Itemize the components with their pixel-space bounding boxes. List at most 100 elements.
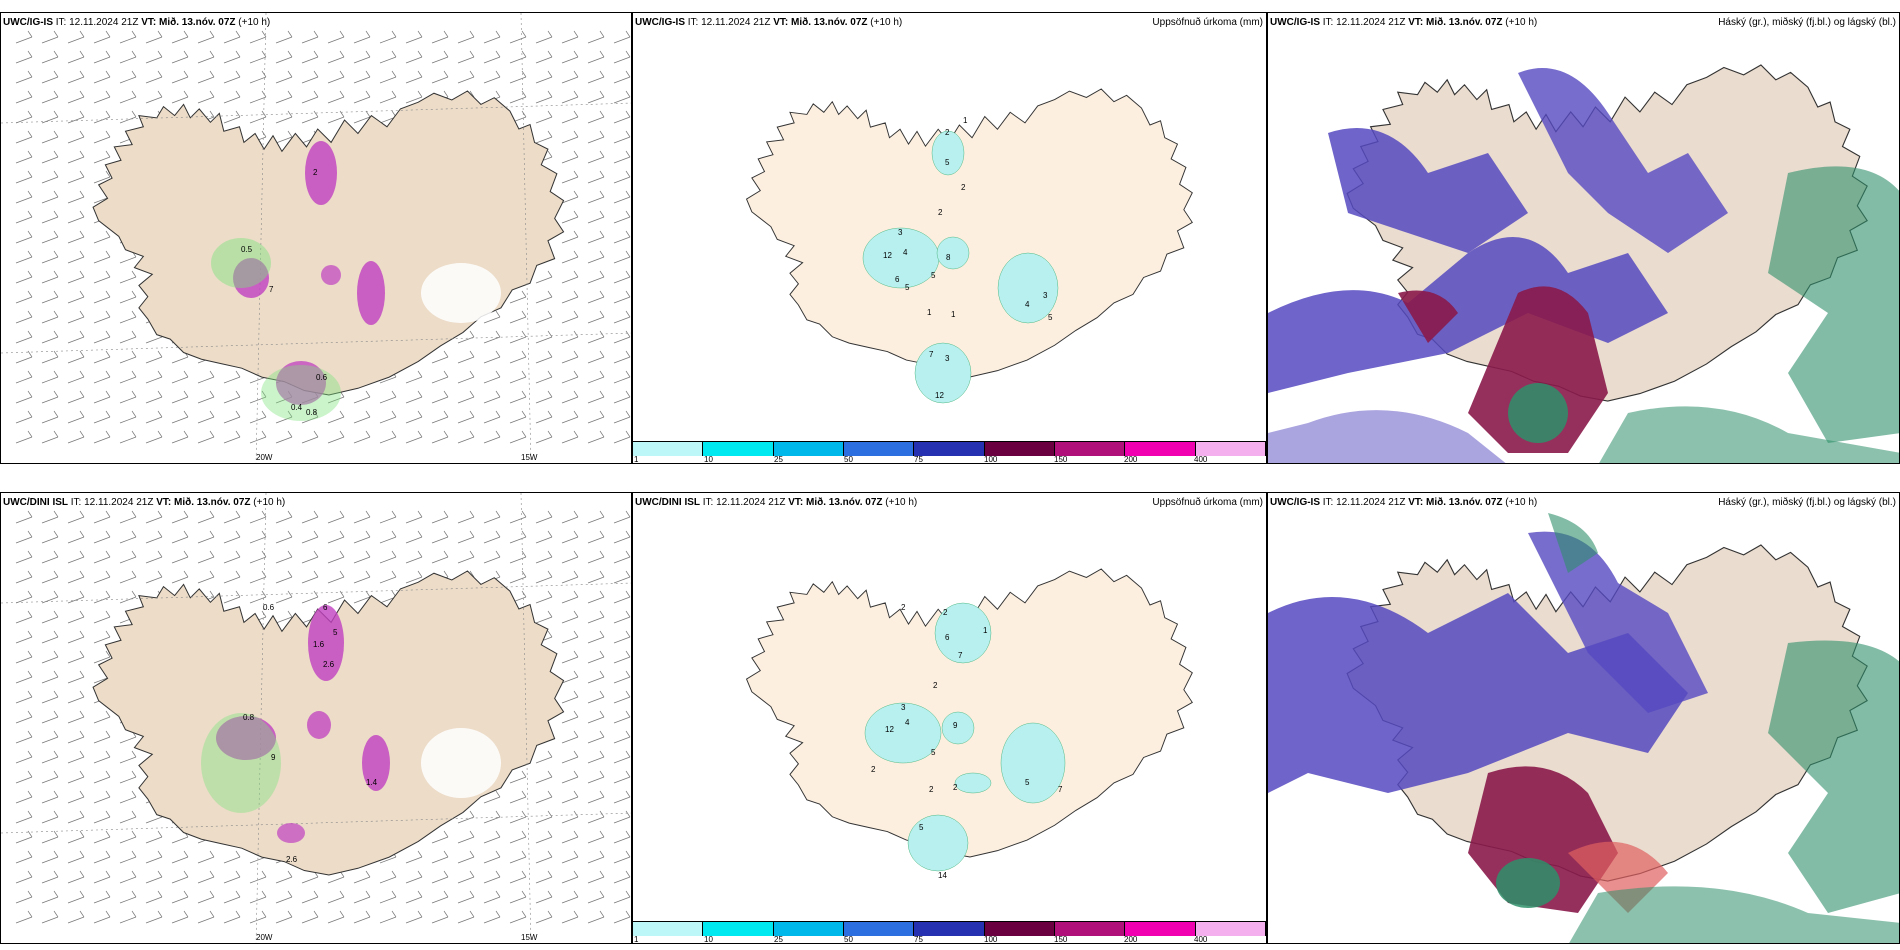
wind-barb xyxy=(171,516,189,524)
wind-barb xyxy=(509,436,527,444)
wind-barb xyxy=(93,636,111,644)
wind-barb xyxy=(15,676,33,684)
precip-map xyxy=(745,568,1193,872)
wind-barb xyxy=(561,96,579,104)
wind-barb xyxy=(483,556,501,564)
wind-barb-flag xyxy=(131,370,137,378)
wind-barb xyxy=(561,536,579,544)
wind-barb xyxy=(613,156,631,164)
wind-barb xyxy=(587,256,605,264)
wind-barb-flag xyxy=(339,910,345,918)
wind-barb xyxy=(145,896,163,904)
wind-barb xyxy=(275,876,293,884)
wind-barb xyxy=(119,856,137,864)
wind-barb-flag xyxy=(235,850,241,858)
wind-barb xyxy=(509,816,527,824)
wind-barb-flag xyxy=(469,850,475,858)
wind-barb xyxy=(431,536,449,544)
wind-barb xyxy=(93,916,111,924)
wind-barb xyxy=(93,356,111,364)
wind-barb-flag xyxy=(339,90,345,98)
wind-barb-flag xyxy=(521,830,527,838)
wind-barb xyxy=(41,316,59,324)
precip-value: 0.6 xyxy=(263,603,275,612)
wind-barb-flag xyxy=(53,770,59,778)
wind-barb-flag xyxy=(599,570,605,578)
wind-barb-flag xyxy=(625,170,631,178)
wind-barb-flag xyxy=(573,350,579,358)
wind-barb-flag xyxy=(53,610,59,618)
wind-barb xyxy=(561,196,579,204)
wind-barb xyxy=(223,876,241,884)
wind-barb xyxy=(353,596,371,604)
wind-barb-flag xyxy=(495,390,501,398)
wind-barb-flag xyxy=(573,250,579,258)
wind-barb xyxy=(587,396,605,404)
wind-barb xyxy=(67,196,85,204)
wind-barb-flag xyxy=(53,750,59,758)
wind-barb-flag xyxy=(495,510,501,518)
wind-barb-flag xyxy=(27,350,33,358)
wind-barb-flag xyxy=(27,370,33,378)
wind-barb xyxy=(275,596,293,604)
wind-barb-flag xyxy=(625,150,631,158)
wind-barb-flag xyxy=(391,70,397,78)
wind-barb xyxy=(509,916,527,924)
wind-barb-flag xyxy=(209,410,215,418)
wind-barb xyxy=(197,436,215,444)
wind-barb-flag xyxy=(131,310,137,318)
wind-barb-flag xyxy=(547,410,553,418)
wind-barb xyxy=(223,596,241,604)
wind-barb-flag xyxy=(131,570,137,578)
wind-barb-flag xyxy=(573,750,579,758)
wind-barb-flag xyxy=(53,530,59,538)
wind-barb-flag xyxy=(521,810,527,818)
wind-barb-flag xyxy=(79,190,85,198)
precip-value: 2 xyxy=(953,783,958,792)
wind-barb-flag xyxy=(105,230,111,238)
wind-barb xyxy=(15,796,33,804)
wind-barb xyxy=(301,896,319,904)
wind-barb xyxy=(379,536,397,544)
wind-barb-flag xyxy=(79,250,85,258)
precip-value: 5 xyxy=(905,283,910,292)
wind-barb-flag xyxy=(365,110,371,118)
wind-barb xyxy=(561,176,579,184)
wind-barb-flag xyxy=(183,510,189,518)
cloud-layers xyxy=(1268,68,1899,463)
wind-barb-flag xyxy=(573,410,579,418)
wind-barb-flag xyxy=(131,590,137,598)
wind-barb-flag xyxy=(391,510,397,518)
wind-barb xyxy=(613,36,631,44)
wind-barb-flag xyxy=(53,510,59,518)
wind-barb-flag xyxy=(417,890,423,898)
precip-value: 7 xyxy=(958,651,963,660)
wind-barb-flag xyxy=(105,370,111,378)
wind-barb xyxy=(509,76,527,84)
wind-barb xyxy=(119,896,137,904)
wind-barb xyxy=(119,596,137,604)
wind-barb xyxy=(613,176,631,184)
wind-barb-flag xyxy=(521,290,527,298)
wind-barb-flag xyxy=(209,590,215,598)
wind-barb xyxy=(249,436,267,444)
wind-barb-flag xyxy=(495,910,501,918)
wind-barb-flag xyxy=(53,130,59,138)
wind-barb xyxy=(249,76,267,84)
wind-barb-flag xyxy=(599,170,605,178)
wind-barb-flag xyxy=(495,830,501,838)
wind-barb xyxy=(223,376,241,384)
wind-barb-flag xyxy=(391,390,397,398)
wind-barb-flag xyxy=(599,210,605,218)
wind-barb xyxy=(353,896,371,904)
wind-barb-flag xyxy=(495,330,501,338)
wind-barb-flag xyxy=(157,50,163,58)
wind-barb xyxy=(275,556,293,564)
wind-barb xyxy=(145,436,163,444)
wind-barb-flag xyxy=(469,550,475,558)
wind-barb-flag xyxy=(27,850,33,858)
wind-barb-flag xyxy=(521,90,527,98)
wind-barb xyxy=(613,916,631,924)
wind-barb-flag xyxy=(391,550,397,558)
wind-barb xyxy=(41,76,59,84)
